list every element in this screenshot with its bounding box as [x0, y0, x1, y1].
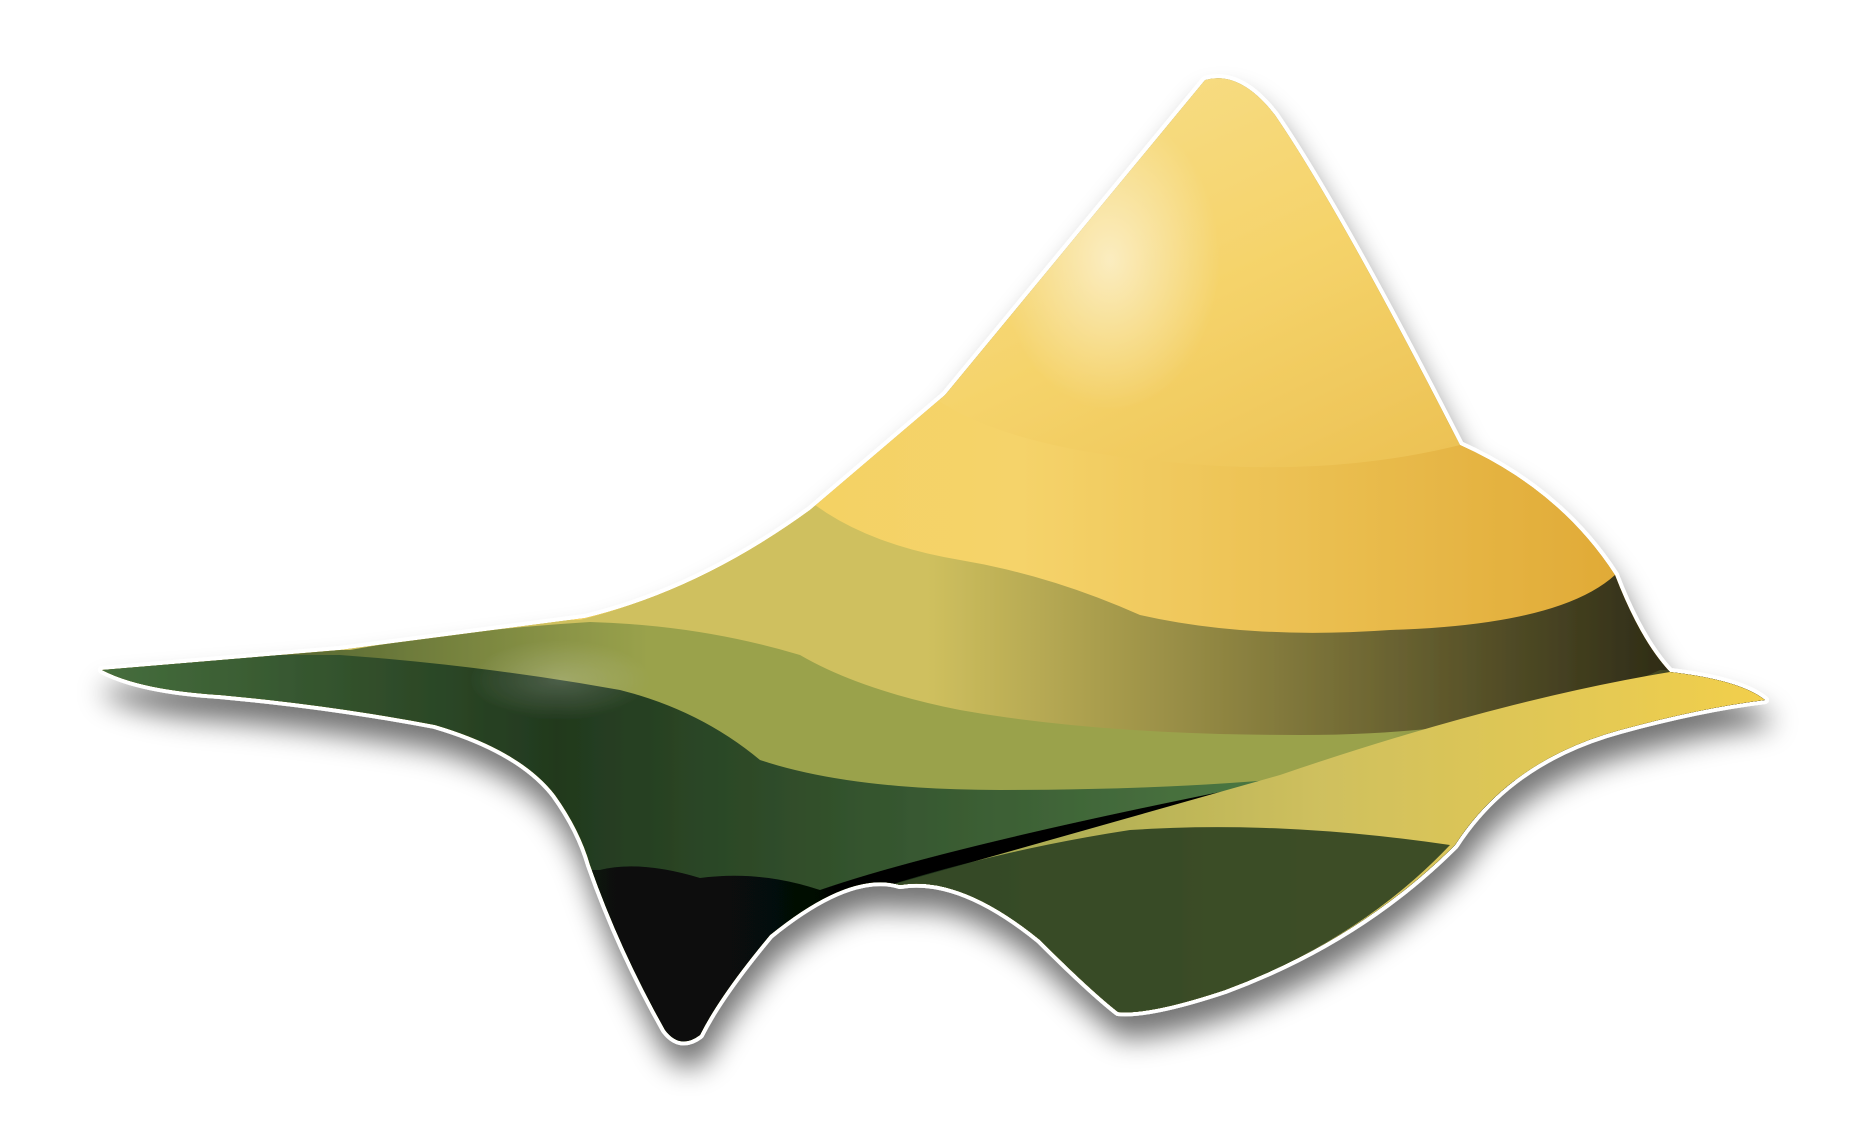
surface-highlight: [1000, 110, 1220, 410]
surface-highlight: [470, 640, 650, 720]
surface-front-wing-band: [880, 827, 1450, 1013]
